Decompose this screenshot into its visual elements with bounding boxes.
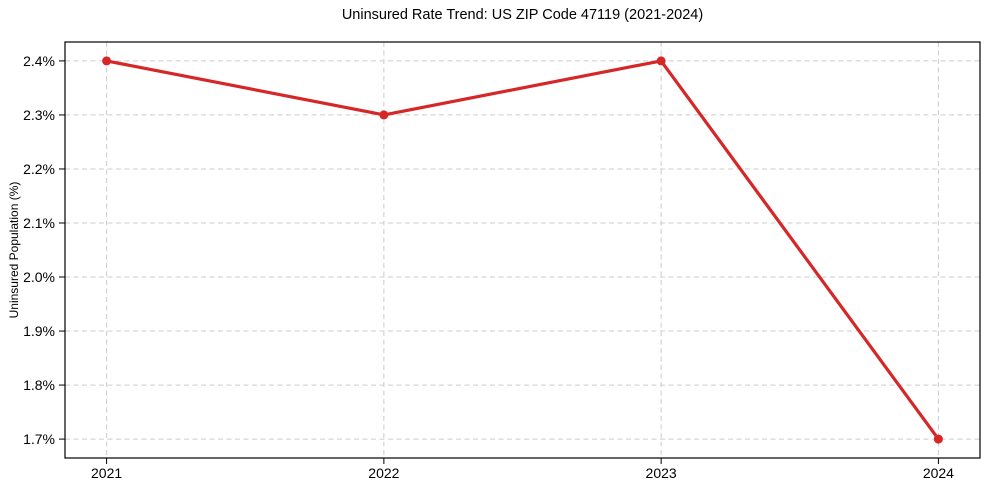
y-tick-label: 2.2% [23,161,55,177]
x-tick-label: 2023 [646,465,677,481]
data-point-marker [933,434,943,444]
chart-title: Uninsured Rate Trend: US ZIP Code 47119 … [341,7,704,23]
y-tick-label: 2.3% [23,107,55,123]
data-point-marker [379,110,389,120]
data-point-marker [656,56,666,66]
trend-line [104,59,941,441]
x-tick-label: 2022 [368,465,399,481]
y-tick-label: 1.7% [23,431,55,447]
data-point-marker [102,56,112,66]
axis-frame [64,41,981,459]
y-tick-label: 1.9% [23,323,55,339]
y-tick-label: 2.1% [23,215,55,231]
y-tick-label: 2.0% [23,269,55,285]
y-tick-label: 2.4% [23,53,55,69]
y-tick-label: 1.8% [23,377,55,393]
x-tick-label: 2024 [923,465,954,481]
x-tick-label: 2021 [91,465,122,481]
